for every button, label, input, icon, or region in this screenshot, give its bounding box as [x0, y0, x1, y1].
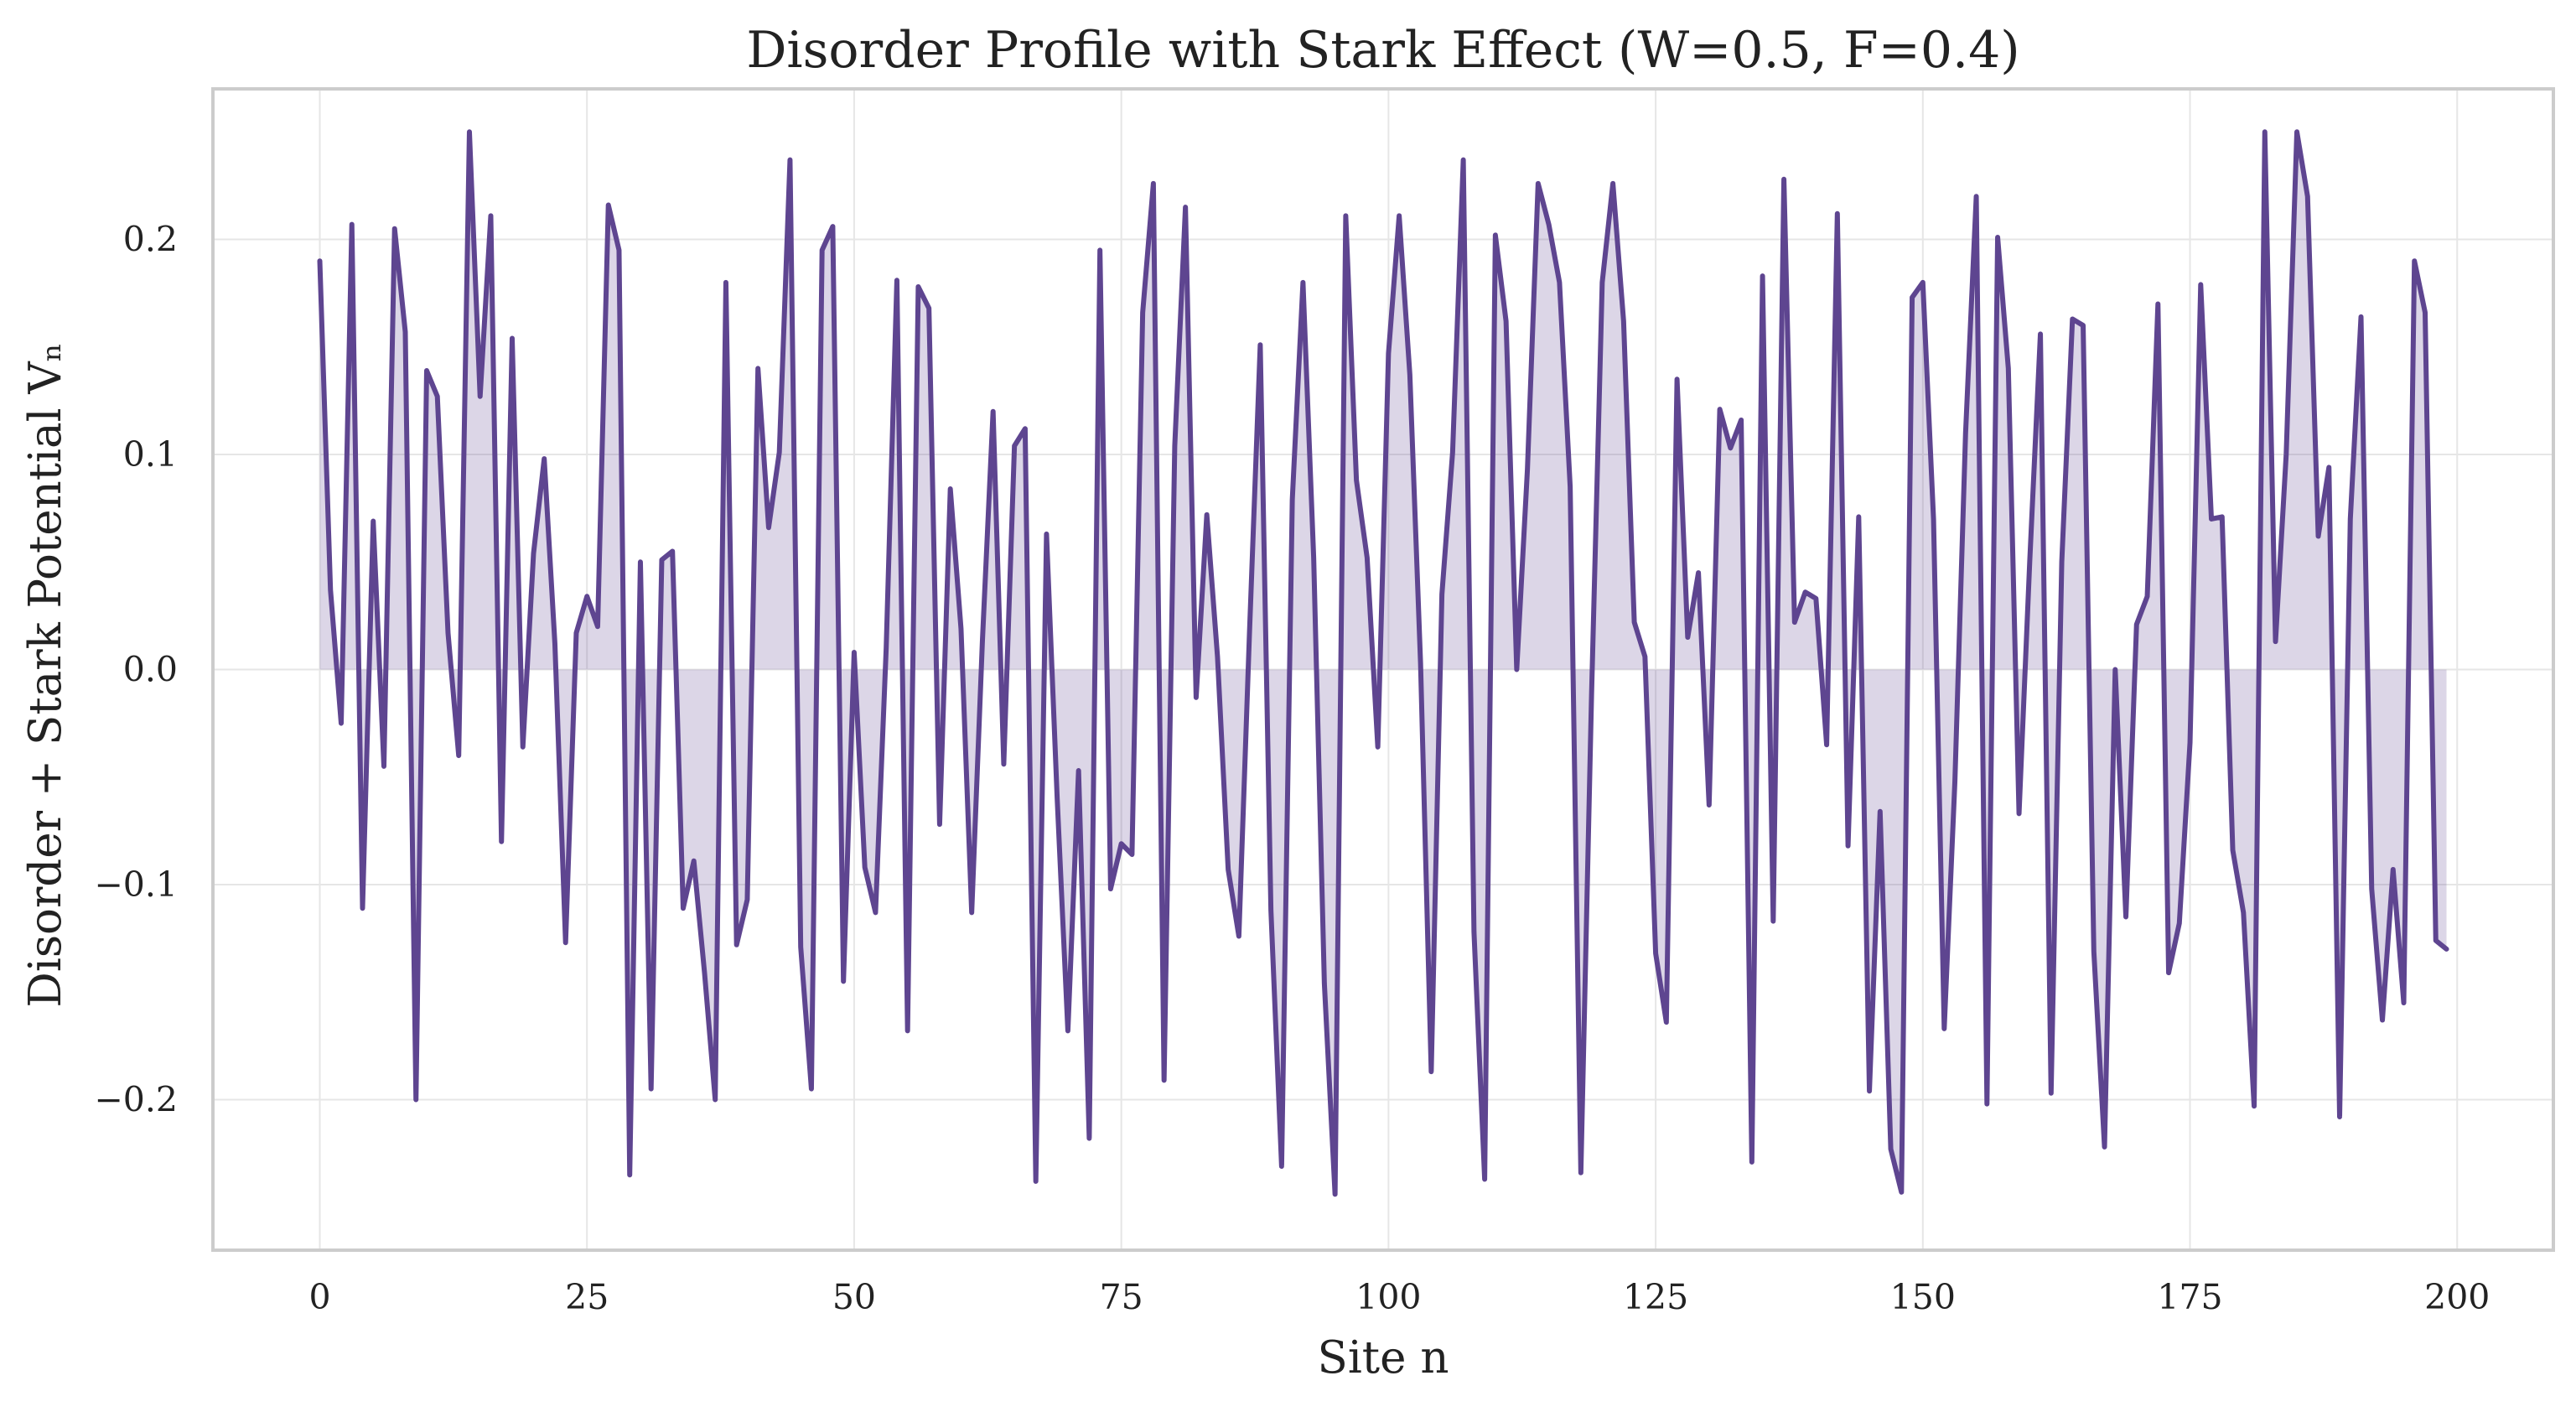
y-tick-label: 0.0: [123, 650, 178, 690]
y-tick-labels: −0.2 −0.1 0.0 0.1 0.2: [94, 220, 178, 1120]
y-tick-label: 0.2: [123, 220, 178, 260]
x-tick-label: 0: [308, 1277, 330, 1317]
y-axis-label: Disorder + Stark Potential Vₙ: [20, 342, 71, 1007]
x-tick-label: 50: [832, 1277, 876, 1317]
area-layer: [319, 132, 2447, 1195]
y-tick-label: −0.2: [94, 1079, 178, 1119]
line-layer: [317, 129, 2449, 1197]
series-line: [317, 129, 2449, 1197]
x-tick-label: 175: [2157, 1277, 2222, 1317]
x-tick-label: 200: [2424, 1277, 2490, 1317]
y-tick-label: −0.1: [94, 864, 178, 905]
x-tick-label: 100: [1355, 1277, 1421, 1317]
x-tick-labels: 0 25 50 75 100 125 150 175 200: [308, 1277, 2490, 1317]
x-tick-label: 125: [1623, 1277, 1688, 1317]
y-tick-label: 0.1: [123, 434, 178, 475]
series-area-fill: [319, 132, 2447, 1195]
x-axis-label: Site n: [1318, 1332, 1449, 1383]
x-tick-label: 75: [1100, 1277, 1143, 1317]
chart-title: Disorder Profile with Stark Effect (W=0.…: [746, 21, 2019, 80]
plot-frame: [211, 87, 2555, 1252]
x-tick-label: 150: [1890, 1277, 1956, 1317]
x-tick-label: 25: [565, 1277, 609, 1317]
